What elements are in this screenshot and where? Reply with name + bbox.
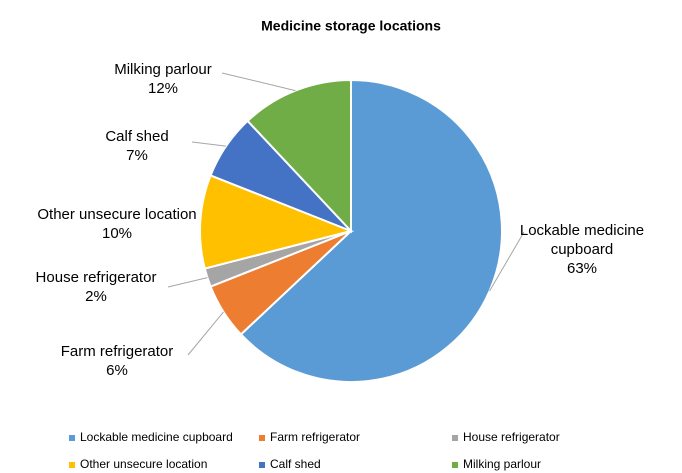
legend-label: Calf shed [270, 457, 321, 471]
data-label-value: 6% [106, 362, 128, 379]
data-label-value: 2% [85, 288, 107, 305]
legend-swatch [452, 462, 458, 468]
legend-swatch [259, 435, 265, 441]
leader-line [167, 277, 208, 288]
leader-line [221, 72, 296, 92]
data-label-name: Other unsecure location [37, 206, 197, 223]
data-label-name: Calf shed [105, 128, 169, 145]
legend-swatch [69, 462, 75, 468]
legend-swatch [259, 462, 265, 468]
legend-label: House refrigerator [463, 430, 560, 444]
data-label-value: 10% [101, 225, 133, 242]
data-label-value: 7% [126, 147, 148, 164]
data-label-name: Farm refrigerator [60, 343, 174, 360]
pie-slice [239, 78, 503, 383]
chart-title: Medicine storage locations [261, 18, 441, 34]
data-label: Farm refrigerator 6% [61, 342, 174, 380]
data-label: Milking parlour 12% [114, 60, 212, 98]
data-label-value: 63% [566, 260, 598, 277]
data-label: Calf shed 7% [105, 127, 168, 165]
legend-label: Other unsecure location [80, 457, 207, 471]
legend-label: Lockable medicine cupboard [80, 430, 233, 444]
data-label-value: 12% [147, 80, 179, 97]
data-label: House refrigerator 2% [36, 268, 157, 306]
legend-label: Milking parlour [463, 457, 541, 471]
leader-line [191, 141, 227, 147]
legend-swatch [452, 435, 458, 441]
pie-slice [199, 174, 355, 270]
leader-line [187, 311, 224, 356]
data-label: Lockable medicine cupboard 63% [512, 221, 652, 278]
legend-swatch [69, 435, 75, 441]
data-label: Other unsecure location 10% [37, 205, 196, 243]
legend-label: Farm refrigerator [270, 430, 360, 444]
data-label-name: Lockable medicine cupboard [519, 222, 645, 258]
data-label-name: House refrigerator [35, 269, 157, 286]
data-label-name: Milking parlour [114, 61, 212, 78]
leader-line [489, 231, 525, 292]
